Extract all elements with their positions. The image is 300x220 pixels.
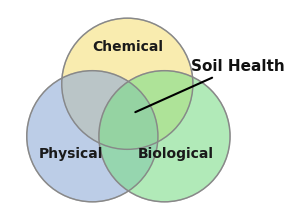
Circle shape — [99, 71, 230, 202]
Text: Biological: Biological — [137, 147, 213, 161]
Circle shape — [62, 18, 193, 149]
Text: Chemical: Chemical — [92, 40, 163, 54]
Text: Soil Health: Soil Health — [135, 59, 284, 112]
Text: Physical: Physical — [38, 147, 103, 161]
Circle shape — [27, 71, 158, 202]
